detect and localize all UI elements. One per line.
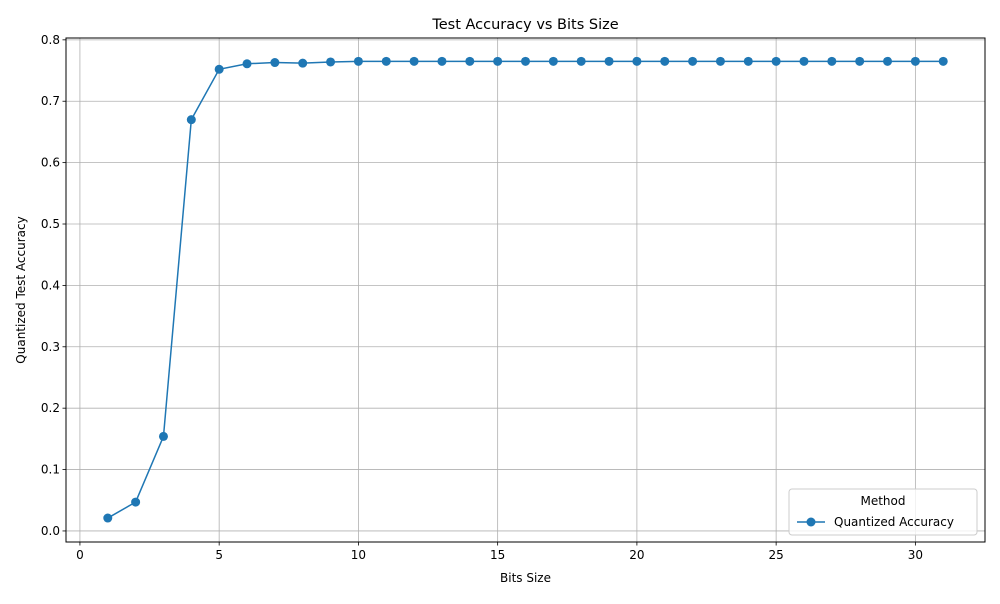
data-point: [548, 56, 558, 66]
series: [103, 56, 948, 523]
x-tick-label: 25: [768, 548, 783, 562]
data-point: [186, 115, 196, 125]
legend-title: Method: [860, 494, 905, 508]
data-point: [493, 56, 503, 66]
data-point: [883, 56, 893, 66]
y-tick-label: 0.2: [41, 401, 60, 415]
data-point: [938, 56, 948, 66]
x-tick-label: 15: [490, 548, 505, 562]
data-point: [465, 56, 475, 66]
y-tick-label: 0.4: [41, 278, 60, 292]
legend-box: [788, 488, 978, 536]
y-axis-label: Quantized Test Accuracy: [14, 216, 28, 363]
y-axis: 0.0 0.1 0.2 0.3 0.4 0.5 0.6 0.7 0.8: [41, 33, 66, 538]
data-point: [827, 56, 837, 66]
data-point: [437, 56, 447, 66]
chart-title: Test Accuracy vs Bits Size: [431, 17, 618, 33]
y-tick-label: 0.3: [41, 340, 60, 354]
y-tick-label: 0.0: [41, 524, 60, 538]
x-tick-label: 5: [215, 548, 223, 562]
y-tick-label: 0.8: [41, 33, 60, 47]
data-point: [576, 56, 586, 66]
x-axis: 0 5 10 15 20 25 30: [76, 542, 923, 562]
data-point: [660, 56, 670, 66]
y-tick-label: 0.6: [41, 156, 60, 170]
x-axis-label: Bits Size: [500, 571, 551, 585]
legend-series-label: Quantized Accuracy: [834, 515, 954, 529]
data-point: [521, 56, 530, 66]
x-tick-label: 10: [351, 548, 366, 562]
x-tick-label: 0: [76, 548, 84, 562]
y-tick-label: 0.5: [41, 217, 60, 231]
plot-area: [65, 37, 986, 543]
legend: Method Quantized Accuracy: [788, 488, 978, 536]
data-point: [381, 56, 391, 66]
data-point: [632, 56, 642, 66]
data-point: [743, 56, 753, 66]
x-tick-label: 20: [629, 548, 644, 562]
data-point: [103, 513, 113, 523]
data-point: [242, 59, 252, 69]
data-point: [214, 64, 224, 74]
legend-marker: [806, 517, 816, 527]
data-point: [910, 56, 920, 66]
data-point: [799, 56, 809, 66]
y-tick-label: 0.7: [41, 94, 60, 108]
series-line: [107, 60, 944, 519]
data-point: [688, 56, 698, 66]
grid: [66, 38, 985, 542]
data-point: [604, 56, 614, 66]
data-point: [855, 56, 865, 66]
data-point: [409, 56, 419, 66]
data-point: [298, 58, 308, 68]
y-tick-label: 0.1: [41, 463, 60, 477]
data-point: [353, 56, 363, 66]
x-tick-label: 30: [908, 548, 923, 562]
data-point: [715, 56, 725, 66]
data-point: [131, 497, 141, 507]
data-point: [326, 57, 336, 67]
data-point: [158, 431, 168, 441]
data-point: [771, 56, 781, 66]
data-point: [270, 58, 280, 68]
